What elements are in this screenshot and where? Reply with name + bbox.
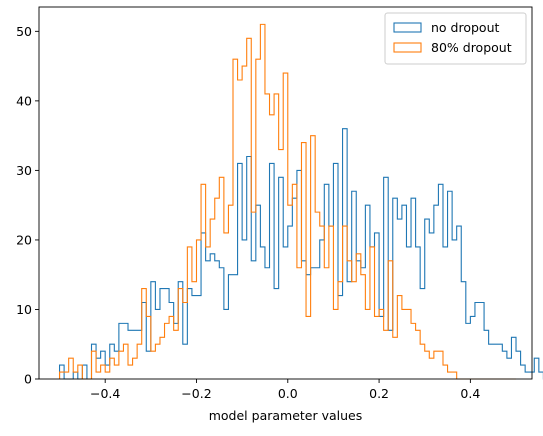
y-tick-label: 0: [24, 372, 32, 387]
plot-background: [39, 7, 532, 379]
axes-frame: [38, 6, 533, 380]
x-tick-label: −0.4: [90, 386, 120, 401]
y-tick-label: 20: [16, 232, 32, 247]
x-tick-label: −0.2: [181, 386, 211, 401]
legend-frame: [384, 12, 527, 65]
legend-swatch: [393, 22, 422, 33]
x-tick-label: 0.2: [369, 386, 389, 401]
y-tick-label: 40: [16, 93, 32, 108]
y-tick-label: 50: [16, 24, 32, 39]
x-tick-label: 0.4: [460, 386, 480, 401]
axes-layer: −0.4 −0.2 0.0 0.2 0.4 0 10 20 30 40 50: [16, 6, 533, 401]
legend-label: no dropout: [431, 20, 499, 35]
x-tick-label: 0.0: [278, 386, 298, 401]
series-layer: [58, 23, 543, 380]
legend-label: 80% dropout: [431, 40, 512, 55]
legend-swatch: [393, 42, 422, 53]
x-axis-label: model parameter values: [209, 408, 363, 423]
y-tick-label: 30: [16, 163, 32, 178]
legend: no dropout 80% dropout: [384, 12, 527, 65]
series-line-dropout-80: [58, 23, 517, 380]
plot-area: [39, 7, 532, 379]
y-tick-label: 10: [16, 302, 32, 317]
